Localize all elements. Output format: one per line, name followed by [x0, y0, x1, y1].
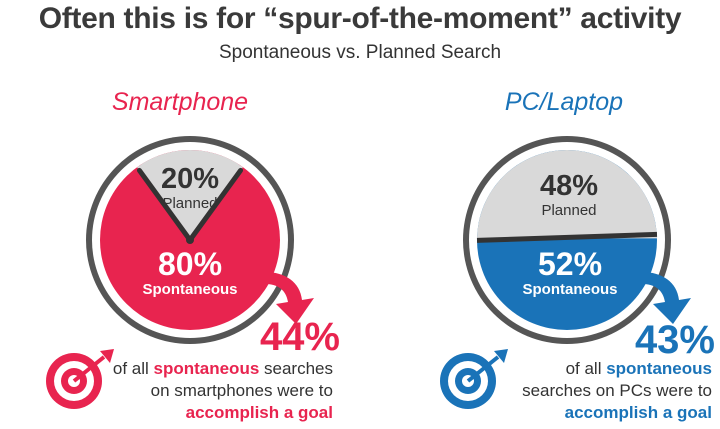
smartphone-stat: 44%	[259, 315, 340, 359]
pc-spontaneous-pct: 52%	[537, 246, 603, 282]
smartphone-planned-pct: 20%	[160, 163, 220, 195]
smartphone-hub	[186, 236, 194, 244]
smartphone-label: Smartphone	[111, 88, 249, 116]
pc-spontaneous-label: Spontaneous	[522, 281, 618, 298]
pc-label: PC/Laptop	[504, 88, 624, 116]
pc-planned-pct: 48%	[539, 170, 599, 202]
smartphone-planned-label: Planned	[162, 195, 218, 212]
smartphone-spontaneous-pct: 80%	[157, 246, 223, 282]
smartphone-description: of all spontaneous searches on smartphon…	[112, 359, 333, 422]
pc-description: of all spontaneous searches on PCs were …	[522, 359, 712, 422]
pc-stat: 43%	[634, 318, 715, 362]
page-title: Often this is for “spur-of-the-moment” a…	[38, 2, 682, 35]
page-subtitle: Spontaneous vs. Planned Search	[218, 42, 502, 63]
pc-ring	[463, 136, 671, 344]
pc-pie	[463, 136, 671, 344]
pc-planned-label: Planned	[541, 202, 597, 219]
pc-arrow	[642, 272, 691, 324]
pc-hand	[476, 231, 658, 243]
smartphone-spontaneous-label: Spontaneous	[142, 281, 238, 298]
